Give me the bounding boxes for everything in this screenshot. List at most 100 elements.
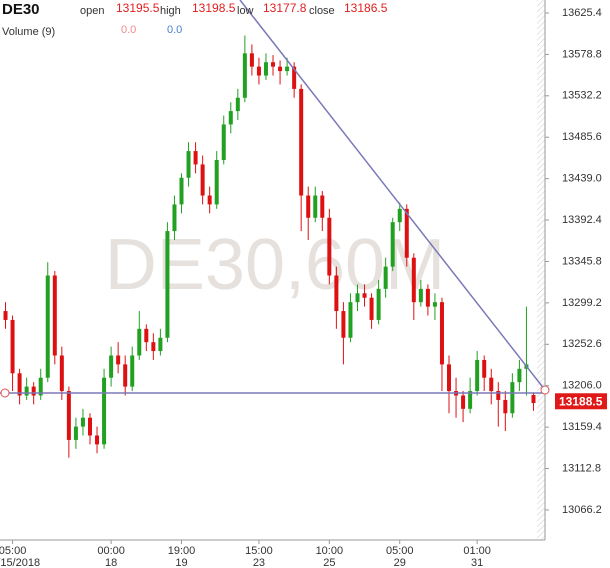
candle-body <box>348 302 353 338</box>
candle-body <box>285 66 290 72</box>
y-tick-label: 13578.8 <box>562 48 602 60</box>
trendline-handle[interactable] <box>0 388 10 398</box>
candle-body <box>256 66 261 76</box>
high-label: high <box>160 5 181 17</box>
candle-body <box>24 386 29 396</box>
candle-body <box>38 377 43 396</box>
low-value: 13177.8 <box>263 1 307 15</box>
candle-body <box>278 66 283 72</box>
y-tick-label: 13066.2 <box>562 504 602 516</box>
trendline-handle[interactable] <box>540 385 550 395</box>
x-tick-time: 05:00 <box>0 545 26 557</box>
candle-body <box>59 355 64 392</box>
candle-body <box>45 275 50 378</box>
candle-body <box>73 426 78 440</box>
last-price-box <box>555 393 607 410</box>
volume-value: 0.0 <box>121 24 136 36</box>
x-tick-time: 10:00 <box>316 545 344 557</box>
candle-body <box>418 288 423 303</box>
candle-body <box>334 275 339 312</box>
candle-body <box>411 257 416 303</box>
x-tick-date: 18 <box>105 557 117 568</box>
candle-body <box>221 124 226 160</box>
candle-body <box>10 319 15 374</box>
close-value: 13186.5 <box>344 1 388 15</box>
candle-body <box>66 391 71 440</box>
plot <box>3 35 536 458</box>
candle-body <box>517 368 522 383</box>
candle-body <box>425 288 430 307</box>
candle-body <box>193 151 198 165</box>
candle-body <box>263 62 268 76</box>
candle-body <box>355 293 360 303</box>
y-tick-label: 13112.8 <box>562 462 601 474</box>
future-area <box>537 0 545 540</box>
x-tick-time: 15:00 <box>245 545 273 557</box>
x-tick-date: 25 <box>323 557 335 568</box>
last-price-label: 13188.5 <box>559 394 603 408</box>
volume-label: Volume (9) <box>2 26 55 38</box>
y-tick-label: 13299.2 <box>562 297 602 309</box>
candle-body <box>397 208 402 223</box>
candle-body <box>299 88 304 196</box>
y-tick-label: 13625.4 <box>562 7 602 19</box>
open-label: open <box>80 5 104 17</box>
candle-body <box>214 159 219 205</box>
candle-body <box>242 53 247 98</box>
symbol: DE30 <box>2 1 40 18</box>
candle-body <box>292 66 297 89</box>
x-tick-date: 01/15/2018 <box>0 557 40 568</box>
candle-body <box>123 364 128 387</box>
candle-body <box>432 302 437 307</box>
close-label: close <box>309 5 335 17</box>
candle-body <box>207 195 212 205</box>
candle-body <box>151 342 156 352</box>
candle-body <box>271 62 276 67</box>
x-tick-date: 31 <box>471 557 483 568</box>
candle-body <box>228 111 233 125</box>
candle-body <box>137 328 142 356</box>
candle-body <box>109 355 114 378</box>
high-value: 13198.5 <box>192 1 236 15</box>
x-tick-time: 05:00 <box>386 545 414 557</box>
y-tick-label: 13252.6 <box>562 338 602 350</box>
x-tick-time: 01:00 <box>463 545 491 557</box>
y-tick-label: 13392.4 <box>562 214 602 226</box>
candle-body <box>52 275 57 356</box>
candle-body <box>390 222 395 267</box>
candle-body <box>383 266 388 289</box>
candle-body <box>31 386 36 396</box>
candle-body <box>461 395 466 409</box>
candle-body <box>468 391 473 409</box>
x-tick-time: 00:00 <box>97 545 125 557</box>
y-tick-label: 13206.0 <box>562 380 602 392</box>
candle-body <box>95 435 100 445</box>
watermark: DE30,60M <box>105 225 445 305</box>
candle-body <box>179 177 184 205</box>
y-tick-label: 13345.8 <box>562 255 602 267</box>
y-tick-label: 13159.4 <box>562 421 602 433</box>
candle-body <box>249 53 254 67</box>
candle-body <box>102 377 107 445</box>
y-tick-label: 13532.2 <box>562 90 602 102</box>
candle-body <box>531 395 536 404</box>
candle-body <box>3 311 8 320</box>
candle-body <box>87 417 92 436</box>
x-tick-date: 29 <box>394 557 406 568</box>
candle-body <box>172 204 177 232</box>
candle-body <box>17 373 22 396</box>
candle-body <box>362 293 367 298</box>
candle-body <box>80 417 85 427</box>
candle-body <box>475 359 480 392</box>
candle-body <box>510 382 515 414</box>
candle-body <box>503 399 508 414</box>
candle-body <box>447 364 452 392</box>
candle-body <box>165 231 170 338</box>
candle-body <box>320 195 325 218</box>
candle-body <box>341 311 346 338</box>
candle-body <box>200 164 205 196</box>
candle-body <box>327 217 332 276</box>
y-tick-label: 13439.0 <box>562 173 602 185</box>
x-tick-date: 19 <box>175 557 187 568</box>
